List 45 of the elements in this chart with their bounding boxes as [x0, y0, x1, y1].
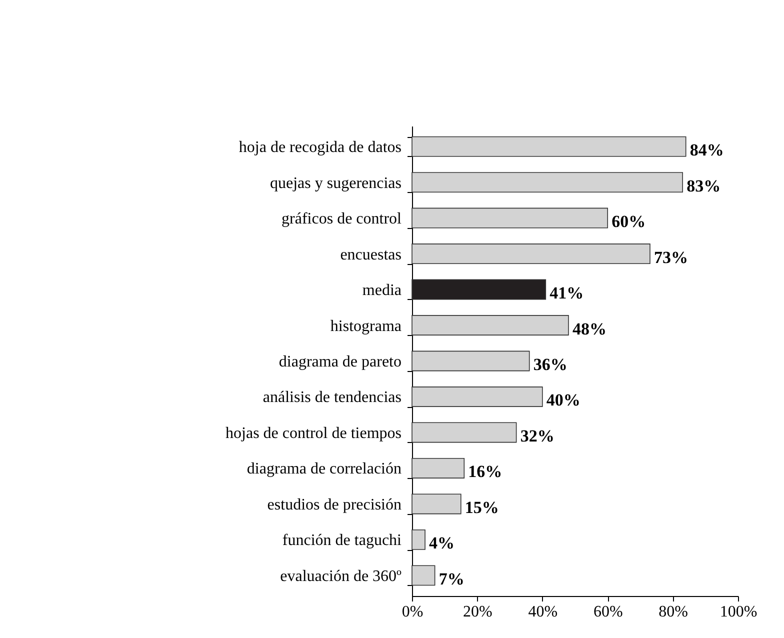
data-label: 36% — [533, 355, 568, 374]
bar — [412, 172, 683, 193]
bar — [412, 244, 650, 264]
bar — [412, 422, 517, 443]
data-label: 83% — [686, 176, 721, 196]
y-tick-label: hojas de control de tiempos — [226, 424, 402, 442]
bar — [412, 494, 462, 514]
y-tick-label: encuestas — [340, 246, 402, 264]
y-tick-label: función de taguchi — [282, 532, 402, 550]
bar — [412, 386, 543, 407]
data-label: 48% — [572, 319, 606, 338]
data-label: 4% — [429, 534, 455, 553]
data-label: 73% — [654, 248, 688, 267]
data-label: 41% — [550, 284, 584, 303]
y-tick-label: hoja de recogida de datos — [238, 139, 402, 156]
x-tick-label: 80% — [658, 604, 688, 620]
y-tick-label: evaluación de 360º — [280, 568, 402, 585]
bar — [412, 208, 608, 228]
bar — [412, 529, 426, 550]
bar — [412, 315, 569, 336]
bar — [412, 565, 436, 586]
y-tick-label: diagrama de pareto — [278, 354, 402, 370]
bar — [412, 279, 546, 300]
y-tick-label: quejas y sugerencias — [270, 174, 402, 192]
y-tick-label: análisis de tendencias — [262, 389, 402, 406]
y-tick-label: gráficos de control — [282, 210, 402, 228]
data-label: 16% — [468, 462, 502, 482]
data-label: 40% — [546, 390, 580, 410]
data-label: 15% — [464, 498, 499, 517]
bar — [412, 136, 686, 157]
data-label: 84% — [690, 140, 724, 160]
x-tick-label: 0% — [402, 604, 424, 620]
x-tick-label: 40% — [528, 604, 558, 620]
y-tick-label: media — [362, 282, 402, 300]
data-label: 60% — [612, 212, 646, 232]
bar — [412, 458, 465, 478]
y-tick-label: histograma — [330, 318, 402, 335]
bar — [412, 350, 530, 372]
x-tick-label: 20% — [463, 604, 492, 620]
data-label: 7% — [438, 569, 464, 588]
x-tick-label: 100% — [720, 604, 758, 620]
y-tick-label: estudios de precisión — [267, 496, 402, 514]
data-label: 32% — [520, 426, 554, 446]
y-tick-label: diagrama de correlación — [246, 460, 402, 478]
x-tick-label: 60% — [593, 604, 623, 620]
